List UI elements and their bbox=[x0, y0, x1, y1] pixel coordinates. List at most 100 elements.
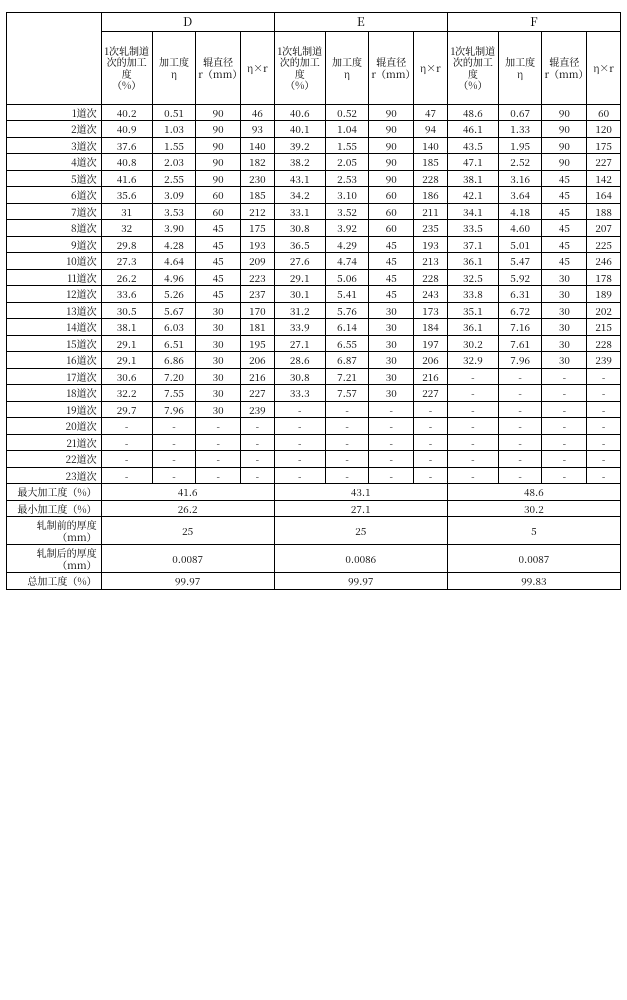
cell: 45 bbox=[196, 269, 241, 286]
cell: - bbox=[274, 401, 325, 418]
col-D-etar: η×r bbox=[241, 31, 275, 104]
cell: 37.1 bbox=[447, 236, 498, 253]
cell: - bbox=[447, 385, 498, 402]
cell: - bbox=[414, 401, 448, 418]
summary-label-totalwork: 总加工度（%） bbox=[7, 573, 102, 590]
cell: 45 bbox=[542, 236, 587, 253]
cell: 27.6 bbox=[274, 253, 325, 270]
summary-min-work: 最小加工度（%） 26.2 27.1 30.2 bbox=[7, 500, 621, 517]
cell: - bbox=[196, 467, 241, 484]
cell: 48.6 bbox=[447, 104, 498, 121]
cell: 189 bbox=[587, 286, 621, 303]
cell: 207 bbox=[587, 220, 621, 237]
cell: 5.47 bbox=[498, 253, 542, 270]
cell: 3.53 bbox=[152, 203, 196, 220]
cell: 7.96 bbox=[498, 352, 542, 369]
cell: 175 bbox=[241, 220, 275, 237]
cell: - bbox=[369, 451, 414, 468]
cell: - bbox=[325, 401, 369, 418]
pass-row: 1道次40.20.51904640.60.52904748.60.679060 bbox=[7, 104, 621, 121]
cell: 5.76 bbox=[325, 302, 369, 319]
cell: 60 bbox=[196, 203, 241, 220]
cell: 90 bbox=[369, 104, 414, 121]
cell: 30 bbox=[369, 319, 414, 336]
summary-thick-after: 轧制后的厚度（mm） 0.0087 0.0086 0.0087 bbox=[7, 545, 621, 573]
cell: - bbox=[325, 467, 369, 484]
col-F-rolldia: 辊直径r（mm） bbox=[542, 31, 587, 104]
cell: 94 bbox=[414, 121, 448, 138]
pass-label: 6道次 bbox=[7, 187, 102, 204]
cell: 30 bbox=[542, 302, 587, 319]
cell: 36.1 bbox=[447, 319, 498, 336]
pass-label: 17道次 bbox=[7, 368, 102, 385]
cell: - bbox=[498, 434, 542, 451]
cell: 30 bbox=[369, 385, 414, 402]
cell: 2.53 bbox=[325, 170, 369, 187]
cell: 230 bbox=[241, 170, 275, 187]
cell: 60 bbox=[369, 220, 414, 237]
cell: 30 bbox=[196, 335, 241, 352]
cell: - bbox=[542, 385, 587, 402]
cell: - bbox=[101, 418, 152, 435]
cell: 33.6 bbox=[101, 286, 152, 303]
summary-label-thickafter: 轧制后的厚度（mm） bbox=[7, 545, 102, 573]
cell: 7.16 bbox=[498, 319, 542, 336]
cell: - bbox=[241, 434, 275, 451]
cell: 29.1 bbox=[101, 352, 152, 369]
cell: 237 bbox=[241, 286, 275, 303]
pass-label: 20道次 bbox=[7, 418, 102, 435]
cell: 227 bbox=[587, 154, 621, 171]
cell: 33.3 bbox=[274, 385, 325, 402]
summary-max-work: 最大加工度（%） 41.6 43.1 48.6 bbox=[7, 484, 621, 501]
cell: 47 bbox=[414, 104, 448, 121]
cell: 30 bbox=[196, 368, 241, 385]
pass-label: 19道次 bbox=[7, 401, 102, 418]
cell: 6.87 bbox=[325, 352, 369, 369]
cell: 30 bbox=[542, 286, 587, 303]
col-F-workperpass: 1次轧制道次的加工度（%） bbox=[447, 31, 498, 104]
cell: 193 bbox=[241, 236, 275, 253]
cell: 30.8 bbox=[274, 368, 325, 385]
cell: 33.9 bbox=[274, 319, 325, 336]
cell: 6.72 bbox=[498, 302, 542, 319]
cell: 3.16 bbox=[498, 170, 542, 187]
cell: 184 bbox=[414, 319, 448, 336]
pass-label: 13道次 bbox=[7, 302, 102, 319]
cell: 193 bbox=[414, 236, 448, 253]
cell: 43.1 bbox=[274, 170, 325, 187]
cell: 30.6 bbox=[101, 368, 152, 385]
cell: - bbox=[369, 434, 414, 451]
cell: 90 bbox=[196, 154, 241, 171]
cell: - bbox=[498, 467, 542, 484]
cell: 1.55 bbox=[325, 137, 369, 154]
pass-label: 4道次 bbox=[7, 154, 102, 171]
cell: 90 bbox=[542, 154, 587, 171]
cell: 212 bbox=[241, 203, 275, 220]
cell: 34.1 bbox=[447, 203, 498, 220]
cell: 7.61 bbox=[498, 335, 542, 352]
cell: 1.55 bbox=[152, 137, 196, 154]
pass-row: 11道次26.24.964522329.15.064522832.55.9230… bbox=[7, 269, 621, 286]
cell: 6.51 bbox=[152, 335, 196, 352]
summary-E-thickafter: 0.0086 bbox=[274, 545, 447, 573]
cell: 30.5 bbox=[101, 302, 152, 319]
cell: 6.31 bbox=[498, 286, 542, 303]
cell: 4.18 bbox=[498, 203, 542, 220]
cell: 5.41 bbox=[325, 286, 369, 303]
cell: - bbox=[241, 451, 275, 468]
pass-row: 5道次41.62.559023043.12.539022838.13.16451… bbox=[7, 170, 621, 187]
cell: 206 bbox=[241, 352, 275, 369]
cell: 93 bbox=[241, 121, 275, 138]
cell: - bbox=[587, 434, 621, 451]
cell: 2.52 bbox=[498, 154, 542, 171]
cell: 90 bbox=[542, 121, 587, 138]
cell: - bbox=[196, 451, 241, 468]
cell: - bbox=[587, 418, 621, 435]
cell: 178 bbox=[587, 269, 621, 286]
cell: 45 bbox=[542, 253, 587, 270]
cell: 30 bbox=[369, 368, 414, 385]
cell: 30 bbox=[196, 401, 241, 418]
cell: 2.03 bbox=[152, 154, 196, 171]
cell: - bbox=[274, 434, 325, 451]
cell: - bbox=[542, 401, 587, 418]
